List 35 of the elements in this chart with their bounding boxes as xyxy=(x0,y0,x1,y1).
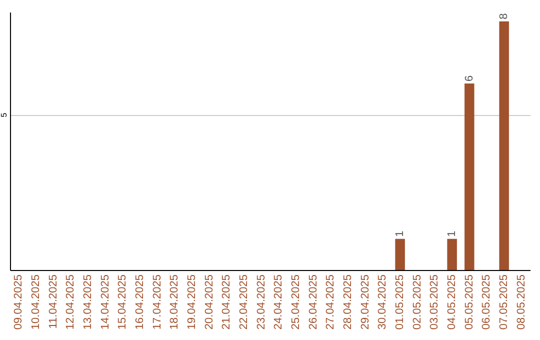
x-tick-label: 23.04.2025 xyxy=(255,274,268,330)
x-tick-label: 05.05.2025 xyxy=(463,274,476,330)
data-label: 1 xyxy=(394,230,406,237)
data-label: 8 xyxy=(498,13,510,20)
x-tick-label: 26.04.2025 xyxy=(307,274,320,330)
data-label: 1 xyxy=(446,230,458,237)
x-tick-label: 19.04.2025 xyxy=(186,274,198,330)
x-tick-label: 25.04.2025 xyxy=(290,274,302,330)
x-tick-label: 30.04.2025 xyxy=(376,274,389,330)
x-tick-label: 14.04.2025 xyxy=(99,274,112,330)
x-tick-label: 11.04.2025 xyxy=(47,274,60,329)
x-tick-label: 29.04.2025 xyxy=(359,274,372,330)
x-tick-label: 03.05.2025 xyxy=(428,274,441,330)
x-tick-label: 18.04.2025 xyxy=(168,274,181,330)
data-label: 6 xyxy=(463,75,476,82)
x-tick-label: 06.05.2025 xyxy=(480,274,493,330)
x-tick-label: 01.05.2025 xyxy=(394,274,406,330)
x-tick-label: 16.04.2025 xyxy=(134,274,146,330)
x-tick-label: 13.04.2025 xyxy=(82,274,94,330)
x-tick-label: 22.04.2025 xyxy=(238,274,250,330)
x-tick-label: 08.05.2025 xyxy=(515,274,528,330)
x-tick-label: 17.04.2025 xyxy=(151,274,164,330)
y-tick-label: 5 xyxy=(0,112,8,118)
x-tick-label: 24.04.2025 xyxy=(272,274,285,330)
x-tick-label: 21.04.2025 xyxy=(220,274,233,330)
x-tick-label: 15.04.2025 xyxy=(116,274,129,330)
x-tick-label: 10.04.2025 xyxy=(30,274,42,330)
x-tick-label: 12.04.2025 xyxy=(64,274,77,330)
x-tick-label: 20.04.2025 xyxy=(203,274,216,330)
x-tick-label: 28.04.2025 xyxy=(342,274,354,330)
x-tick-label: 02.05.2025 xyxy=(411,274,424,330)
x-tick-label: 07.05.2025 xyxy=(498,274,510,330)
x-tick-label: 27.04.2025 xyxy=(324,274,337,330)
x-tick-label: 09.04.2025 xyxy=(12,274,25,330)
x-tick-label: 04.05.2025 xyxy=(446,274,458,330)
